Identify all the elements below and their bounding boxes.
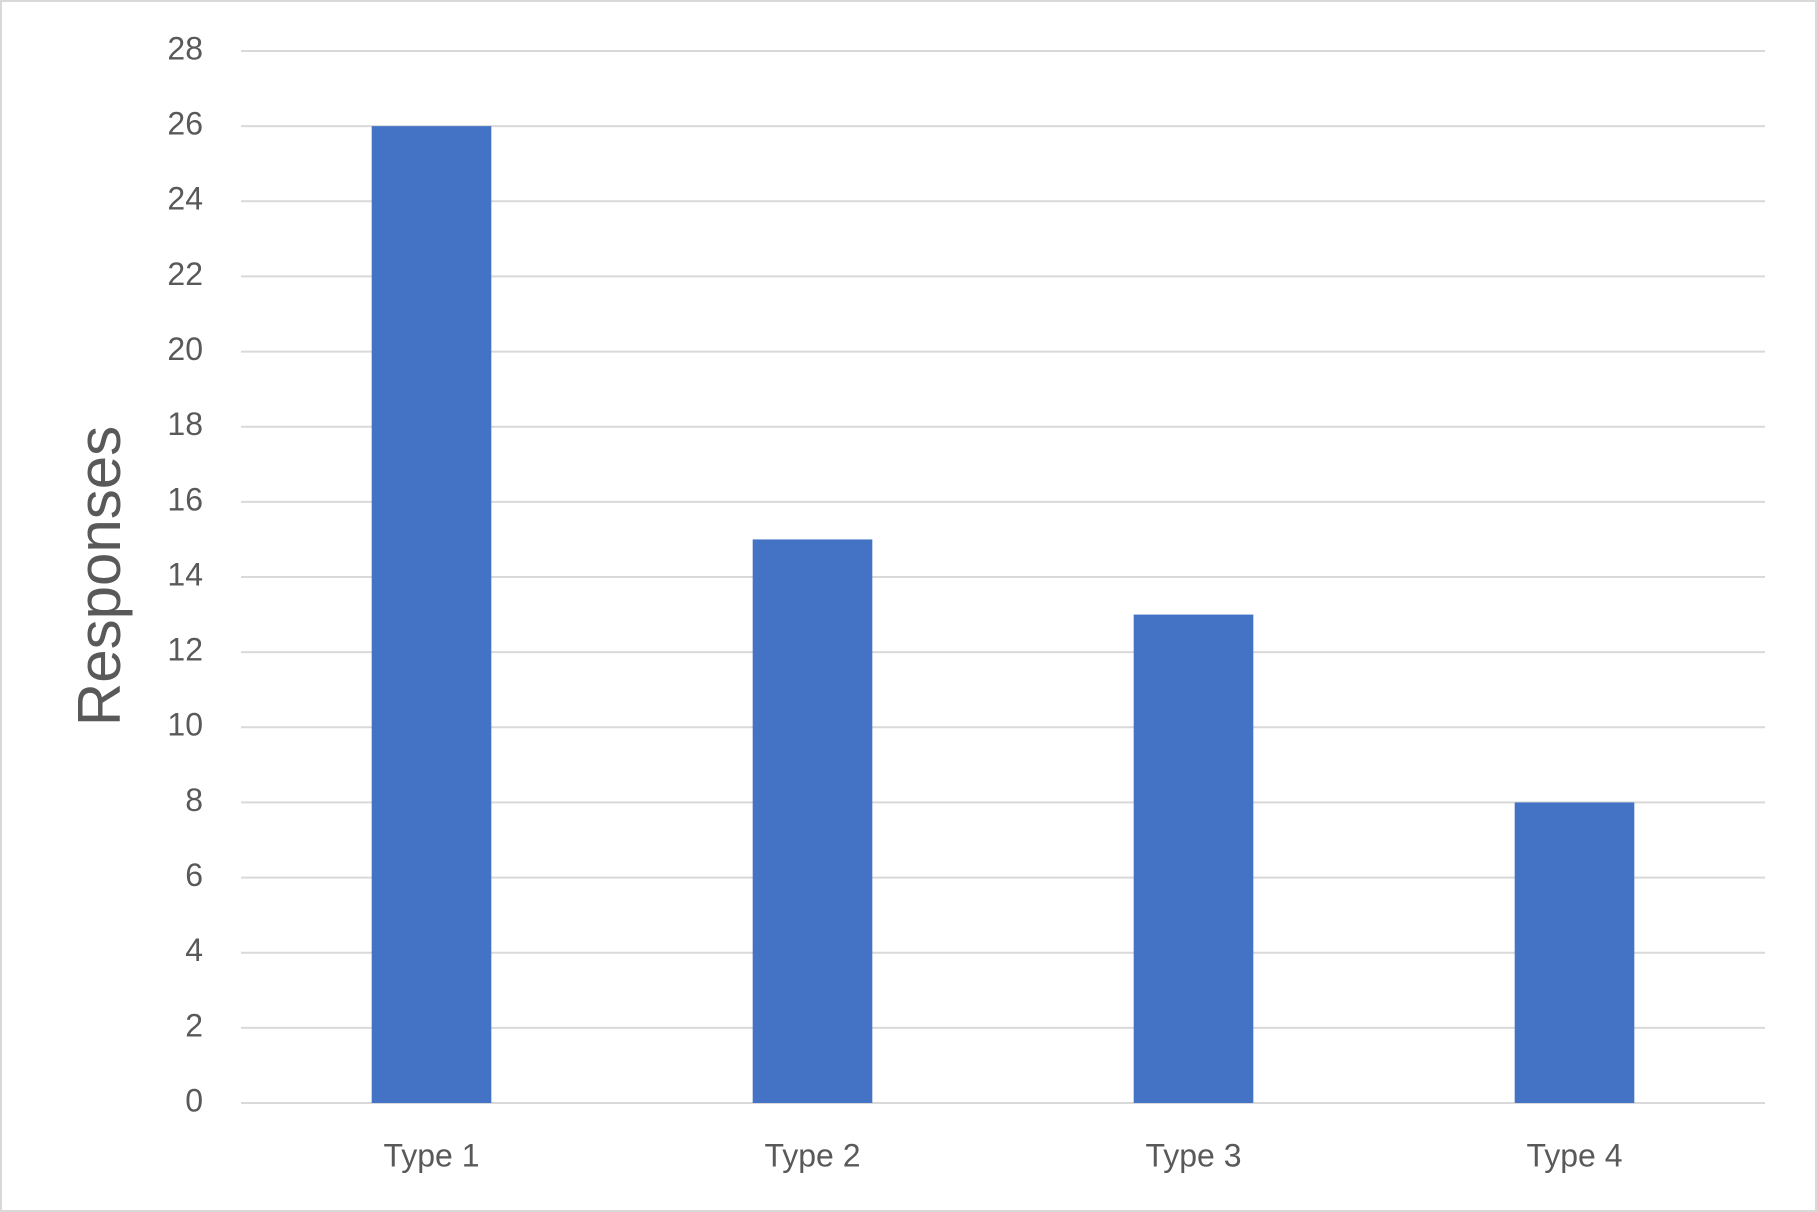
- bar: [1133, 614, 1254, 1103]
- y-tick-label: 28: [167, 30, 203, 66]
- y-tick-label: 8: [185, 782, 203, 818]
- y-tick-label: 2: [185, 1007, 203, 1043]
- y-tick-label: 6: [185, 857, 203, 893]
- x-tick-label: Type 2: [764, 1137, 860, 1173]
- y-tick-label: 10: [167, 707, 203, 743]
- y-tick-label: 20: [167, 331, 203, 367]
- y-tick-label: 18: [167, 406, 203, 442]
- bar: [371, 126, 492, 1103]
- y-axis-label: Responses: [66, 426, 133, 726]
- y-tick-label: 26: [167, 106, 203, 142]
- bar: [752, 539, 873, 1103]
- y-tick-label: 12: [167, 632, 203, 668]
- x-tick-label: Type 3: [1145, 1137, 1241, 1173]
- y-tick-label: 14: [167, 556, 203, 592]
- y-tick-label: 22: [167, 256, 203, 292]
- y-tick-label: 4: [185, 932, 203, 968]
- y-tick-label: 0: [185, 1082, 203, 1118]
- y-tick-label: 16: [167, 481, 203, 517]
- x-tick-label: Type 4: [1526, 1137, 1622, 1173]
- x-tick-label: Type 1: [383, 1137, 479, 1173]
- y-tick-label: 24: [167, 181, 203, 217]
- bar: [1514, 802, 1635, 1103]
